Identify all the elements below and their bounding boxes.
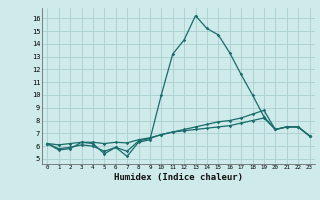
X-axis label: Humidex (Indice chaleur): Humidex (Indice chaleur) bbox=[114, 173, 243, 182]
